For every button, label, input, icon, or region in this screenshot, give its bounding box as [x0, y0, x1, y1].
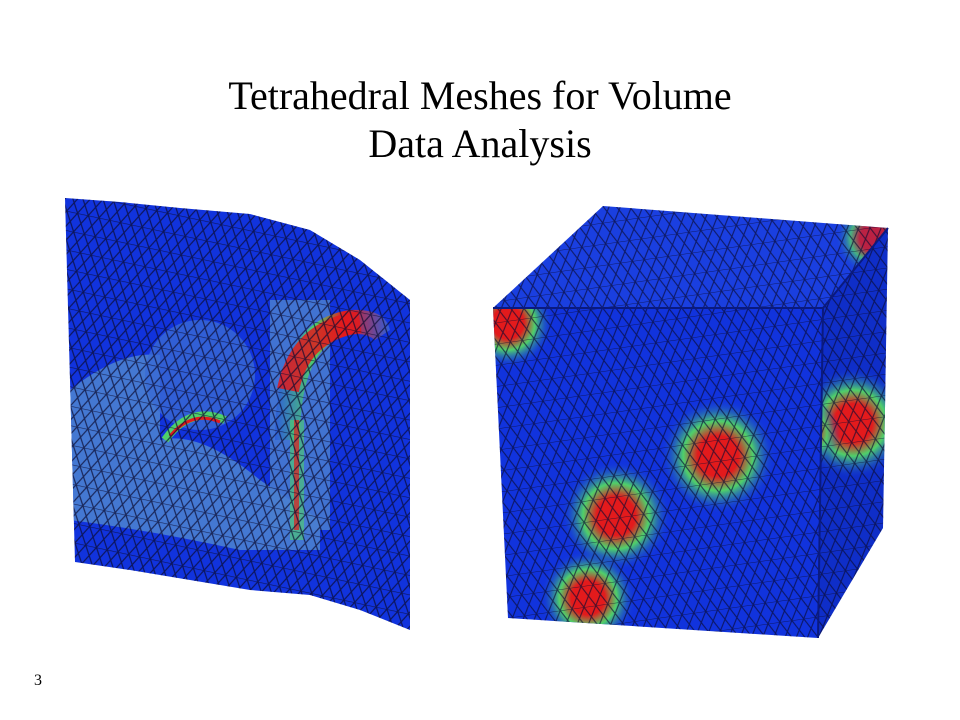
slide-title: Tetrahedral Meshes for Volume Data Analy… — [0, 72, 960, 168]
cutaway-mesh-image — [65, 198, 410, 630]
slide-title-line-2: Data Analysis — [368, 121, 592, 166]
cube-mesh-image — [493, 206, 889, 639]
slide-number: 3 — [34, 672, 42, 689]
slide-title-line-1: Tetrahedral Meshes for Volume — [228, 73, 732, 118]
